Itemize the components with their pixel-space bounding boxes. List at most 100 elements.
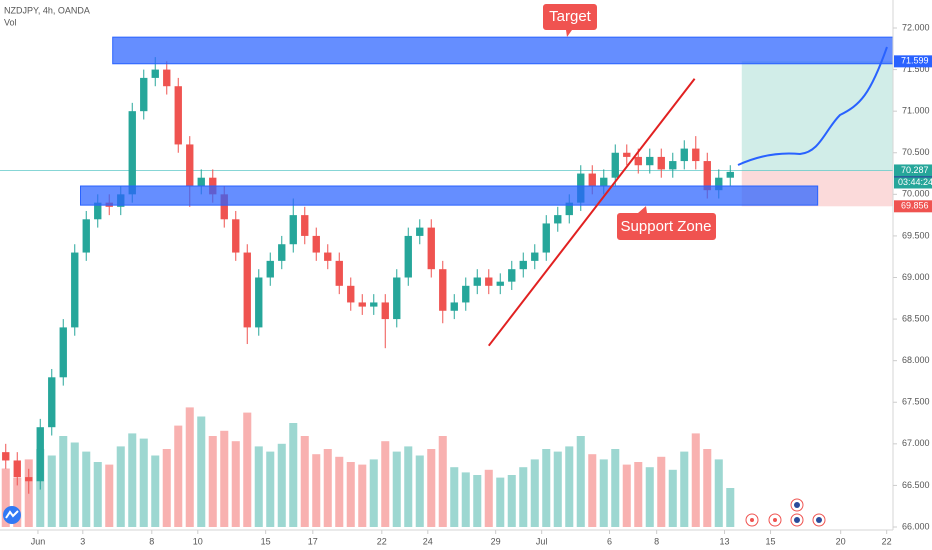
volume-bar bbox=[13, 477, 22, 527]
volume-bar bbox=[266, 451, 275, 527]
x-tick-label: 8 bbox=[149, 536, 154, 546]
x-tick-label: 20 bbox=[836, 536, 846, 546]
volume-bar bbox=[565, 446, 574, 527]
candle-body bbox=[715, 177, 723, 191]
candle-body bbox=[703, 161, 711, 191]
volume-bar bbox=[473, 475, 482, 527]
y-tick-label: 70.500 bbox=[902, 147, 930, 157]
y-tick-label: 68.000 bbox=[902, 355, 930, 365]
y-tick-label: 68.500 bbox=[902, 313, 930, 323]
candle-body bbox=[381, 302, 389, 320]
volume-bar bbox=[381, 441, 390, 527]
volume-bar bbox=[519, 467, 528, 527]
volume-bar bbox=[358, 464, 367, 527]
candle-body bbox=[197, 177, 205, 187]
candle-body bbox=[542, 223, 550, 253]
candle-body bbox=[266, 260, 274, 278]
volume-bar bbox=[70, 442, 79, 527]
volume-bar bbox=[208, 436, 217, 527]
volume-bar bbox=[312, 454, 321, 527]
candle-body bbox=[163, 69, 171, 87]
volume-bar bbox=[657, 456, 666, 527]
logo[interactable] bbox=[3, 506, 21, 524]
profit-area bbox=[741, 61, 893, 171]
volume-bar bbox=[220, 430, 229, 527]
candle-body bbox=[2, 452, 10, 461]
callout bbox=[543, 4, 597, 37]
candle-body bbox=[335, 260, 343, 286]
volume-bar bbox=[415, 455, 424, 527]
price-label: 69.856 bbox=[901, 201, 929, 211]
volume-bar bbox=[139, 438, 148, 527]
volume-bar bbox=[680, 451, 689, 527]
candle-body bbox=[186, 144, 194, 187]
candle-body bbox=[669, 161, 677, 170]
y-tick-label: 69.500 bbox=[902, 230, 930, 240]
price-label: 70.287 bbox=[901, 165, 929, 175]
candle-body bbox=[726, 171, 734, 178]
volume-bar bbox=[116, 446, 125, 527]
y-tick-label: 66.000 bbox=[902, 521, 930, 531]
y-tick-label: 67.000 bbox=[902, 438, 930, 448]
countdown-bg bbox=[894, 177, 932, 189]
volume-bar bbox=[174, 425, 183, 527]
event-icons[interactable] bbox=[745, 498, 826, 527]
x-tick-label: 22 bbox=[882, 536, 892, 546]
x-tick-label: Jul bbox=[536, 536, 548, 546]
candle-body bbox=[324, 252, 332, 261]
volume-bar bbox=[507, 475, 516, 527]
candle-body bbox=[692, 148, 700, 162]
volume-bar bbox=[438, 436, 447, 527]
symbol-title: NZDJPY, 4h, OANDA bbox=[4, 5, 90, 15]
candle-body bbox=[94, 202, 102, 220]
callout-text: Target bbox=[549, 8, 592, 25]
price-label-bg bbox=[894, 55, 932, 68]
candle-body bbox=[243, 252, 251, 328]
candle-body bbox=[554, 215, 562, 224]
candle-body bbox=[611, 152, 619, 178]
candle-body bbox=[174, 86, 182, 145]
candle-body bbox=[462, 285, 470, 303]
x-tick-label: 22 bbox=[377, 536, 387, 546]
volume-bar bbox=[162, 449, 171, 527]
volume-bar bbox=[726, 488, 735, 527]
price-label-bg bbox=[894, 200, 932, 213]
volume-bar bbox=[128, 433, 137, 527]
x-tick-label: 13 bbox=[720, 536, 730, 546]
volume-bar bbox=[691, 433, 700, 527]
volume-bar bbox=[346, 462, 355, 527]
x-tick-label: 17 bbox=[308, 536, 318, 546]
volume-bar bbox=[151, 455, 160, 527]
candle-body bbox=[657, 156, 665, 170]
zone bbox=[112, 36, 894, 65]
candle-body bbox=[255, 277, 263, 328]
volume-bar bbox=[404, 446, 413, 527]
y-tick-label: 67.500 bbox=[902, 397, 930, 407]
volume-bar bbox=[461, 472, 470, 527]
annotation-layer: Target Support Zone bbox=[80, 4, 894, 347]
volume-bar bbox=[622, 464, 631, 527]
candle-body bbox=[508, 269, 516, 282]
volume-bar bbox=[243, 412, 252, 527]
y-tick-label: 69.000 bbox=[902, 272, 930, 282]
candle-body bbox=[71, 252, 79, 328]
volume-bar bbox=[1, 468, 10, 527]
volume-bar bbox=[599, 459, 608, 527]
volume-bar bbox=[47, 455, 56, 527]
price-label-bg bbox=[894, 164, 932, 177]
volume-bar bbox=[703, 449, 712, 527]
candle-body bbox=[370, 302, 378, 307]
candle-body bbox=[128, 111, 136, 195]
candle-body bbox=[623, 152, 631, 157]
candle-body bbox=[588, 173, 596, 187]
x-tick-label: 6 bbox=[607, 536, 612, 546]
volume-bar bbox=[93, 462, 102, 527]
candle-body bbox=[646, 156, 654, 166]
candle-body bbox=[232, 219, 240, 253]
y-tick-label: 71.500 bbox=[902, 64, 930, 74]
candle-body bbox=[347, 285, 355, 303]
y-tick-label: 71.000 bbox=[902, 106, 930, 116]
volume-bar bbox=[714, 459, 723, 527]
x-tick-label: 10 bbox=[193, 536, 203, 546]
